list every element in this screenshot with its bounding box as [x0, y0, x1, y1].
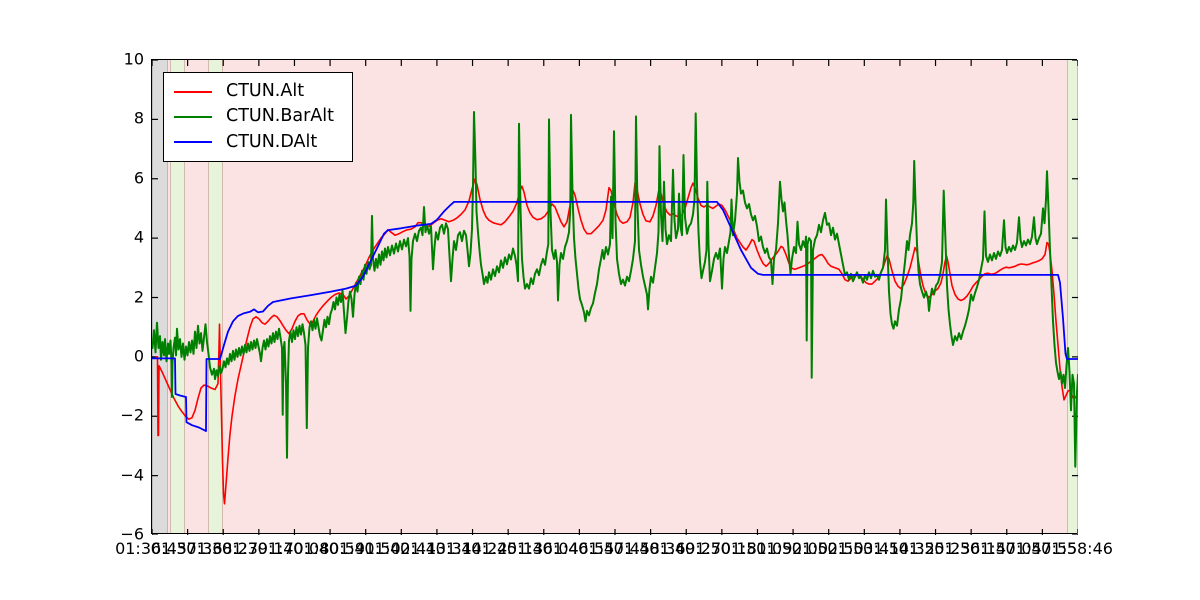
y-tick-label: −6	[120, 524, 144, 544]
x-tick-label: 01:43:31	[399, 539, 472, 558]
flightmode-band	[1067, 60, 1078, 533]
x-tick-label: 01:42:41	[364, 539, 437, 558]
x-tick-label: 01:49:27	[649, 539, 722, 558]
legend-entry: CTUN.Alt	[174, 79, 342, 104]
series-line-ctun-alt	[155, 178, 1078, 505]
x-tick-label: 01:46:55	[542, 539, 615, 558]
legend-line-swatch	[174, 115, 212, 118]
flightmode-band	[169, 60, 185, 533]
legend-line-swatch	[174, 90, 212, 93]
legend-entry: CTUN.DAlt	[174, 130, 342, 155]
x-tick-label: 01:58:46	[1041, 539, 1113, 558]
x-tick-label: 01:55:23	[898, 539, 971, 558]
series-line-ctun-dalt	[152, 200, 1078, 433]
x-tick-label: 01:50:18	[684, 539, 757, 558]
x-tick-label: 01:37:36	[150, 539, 223, 558]
x-tick-label: 01:51:09	[720, 539, 793, 558]
flightmode-band	[208, 60, 223, 533]
y-tick-label: 0	[133, 346, 144, 366]
x-tick-label: 01:46:04	[506, 539, 579, 558]
legend-box: CTUN.Alt CTUN.BarAlt CTUN.DAlt	[163, 72, 353, 162]
x-tick-label: 01:47:45	[578, 539, 650, 558]
x-tick-label: 01:57:04	[969, 539, 1042, 558]
legend-label: CTUN.DAlt	[226, 131, 318, 152]
y-tick-label: −4	[120, 465, 144, 485]
x-tick-label: 01:41:50	[328, 539, 401, 558]
x-tick-label: 01:52:00	[756, 539, 828, 558]
x-axis-tick-labels: 01:36:45 01:37:36 01:38:27 01:39:17 01:40:08…	[115, 539, 1113, 561]
y-tick-label: 10	[123, 49, 144, 69]
legend-entry: CTUN.BarAlt	[174, 104, 342, 129]
plot-canvas[interactable]: CTUN.Alt CTUN.BarAlt CTUN.DAlt	[151, 59, 1078, 535]
x-tick-label: 01:48:36	[613, 539, 686, 558]
x-tick-label: 01:40:08	[257, 539, 330, 558]
chart-series-svg	[152, 60, 1078, 535]
x-tick-label: 01:40:59	[293, 539, 365, 558]
x-tick-label: 01:39:17	[221, 539, 294, 558]
x-tick-label: 01:53:41	[827, 539, 900, 558]
x-tick-label: 01:54:32	[862, 539, 935, 558]
x-tick-label: 01:57:55	[1005, 539, 1078, 558]
legend-line-swatch	[174, 141, 212, 144]
x-tick-label: 01:44:22	[435, 539, 508, 558]
legend-label: CTUN.BarAlt	[226, 106, 334, 127]
y-tick-label: 6	[133, 168, 144, 188]
x-tick-label: 01:56:14	[934, 539, 1007, 558]
x-tick-label: 01:45:13	[471, 539, 544, 558]
series-line-ctun-baralt	[152, 111, 1078, 468]
y-tick-label: 8	[133, 108, 144, 128]
y-tick-label: 4	[133, 227, 144, 247]
legend-label: CTUN.Alt	[226, 80, 305, 101]
x-tick-label: 01:38:27	[186, 539, 259, 558]
x-tick-label: 01:36:45	[115, 539, 187, 558]
y-tick-label: −2	[120, 405, 144, 425]
x-tick-label: 01:52:50	[791, 539, 864, 558]
y-tick-label: 2	[133, 287, 144, 306]
y-axis-tick-labels: 10 8 6 4 2 0 −2 −4 −6	[0, 50, 144, 544]
